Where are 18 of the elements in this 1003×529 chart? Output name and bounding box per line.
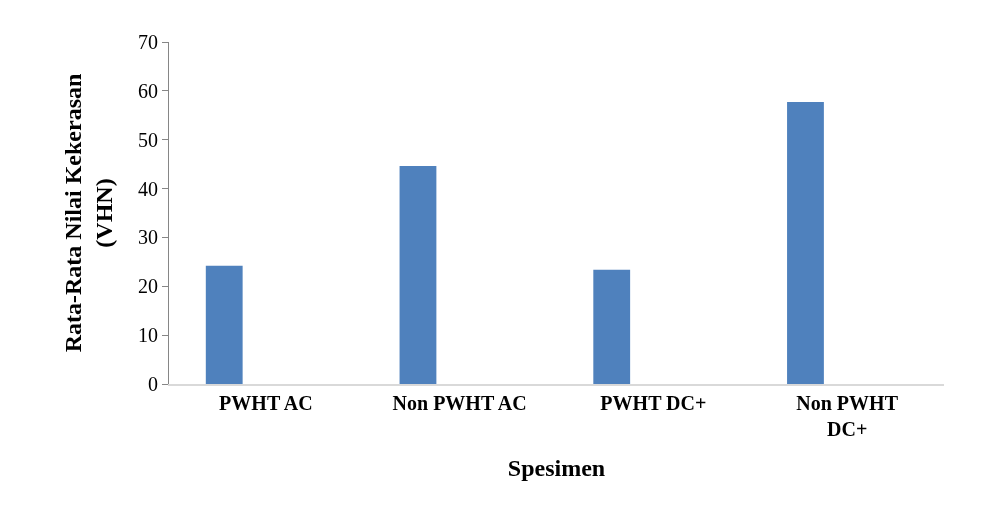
- y-tick-label: 40: [138, 177, 158, 200]
- x-tick-label: PWHT DC+: [600, 392, 707, 414]
- x-axis-title: Spesimen: [507, 454, 606, 481]
- bar: [205, 265, 243, 384]
- y-tick-label: 20: [138, 275, 158, 298]
- y-axis-title: Rata-Rata Nilai Kekerasan (VHN): [59, 73, 118, 353]
- y-tick-label: 30: [138, 226, 158, 249]
- x-tick-label: PWHT AC: [219, 392, 313, 414]
- bar: [787, 102, 824, 384]
- x-tick-label: Non PWHT DC+: [796, 392, 899, 440]
- bar: [399, 166, 437, 384]
- bar: [593, 269, 631, 384]
- y-tick-label: 50: [138, 128, 158, 151]
- y-tick-label: 70: [138, 31, 158, 53]
- y-tick-label: 0: [148, 373, 158, 395]
- y-tick-label: 10: [138, 324, 158, 347]
- y-tick-label: 60: [138, 79, 158, 102]
- x-tick-label: Non PWHT AC: [392, 392, 527, 414]
